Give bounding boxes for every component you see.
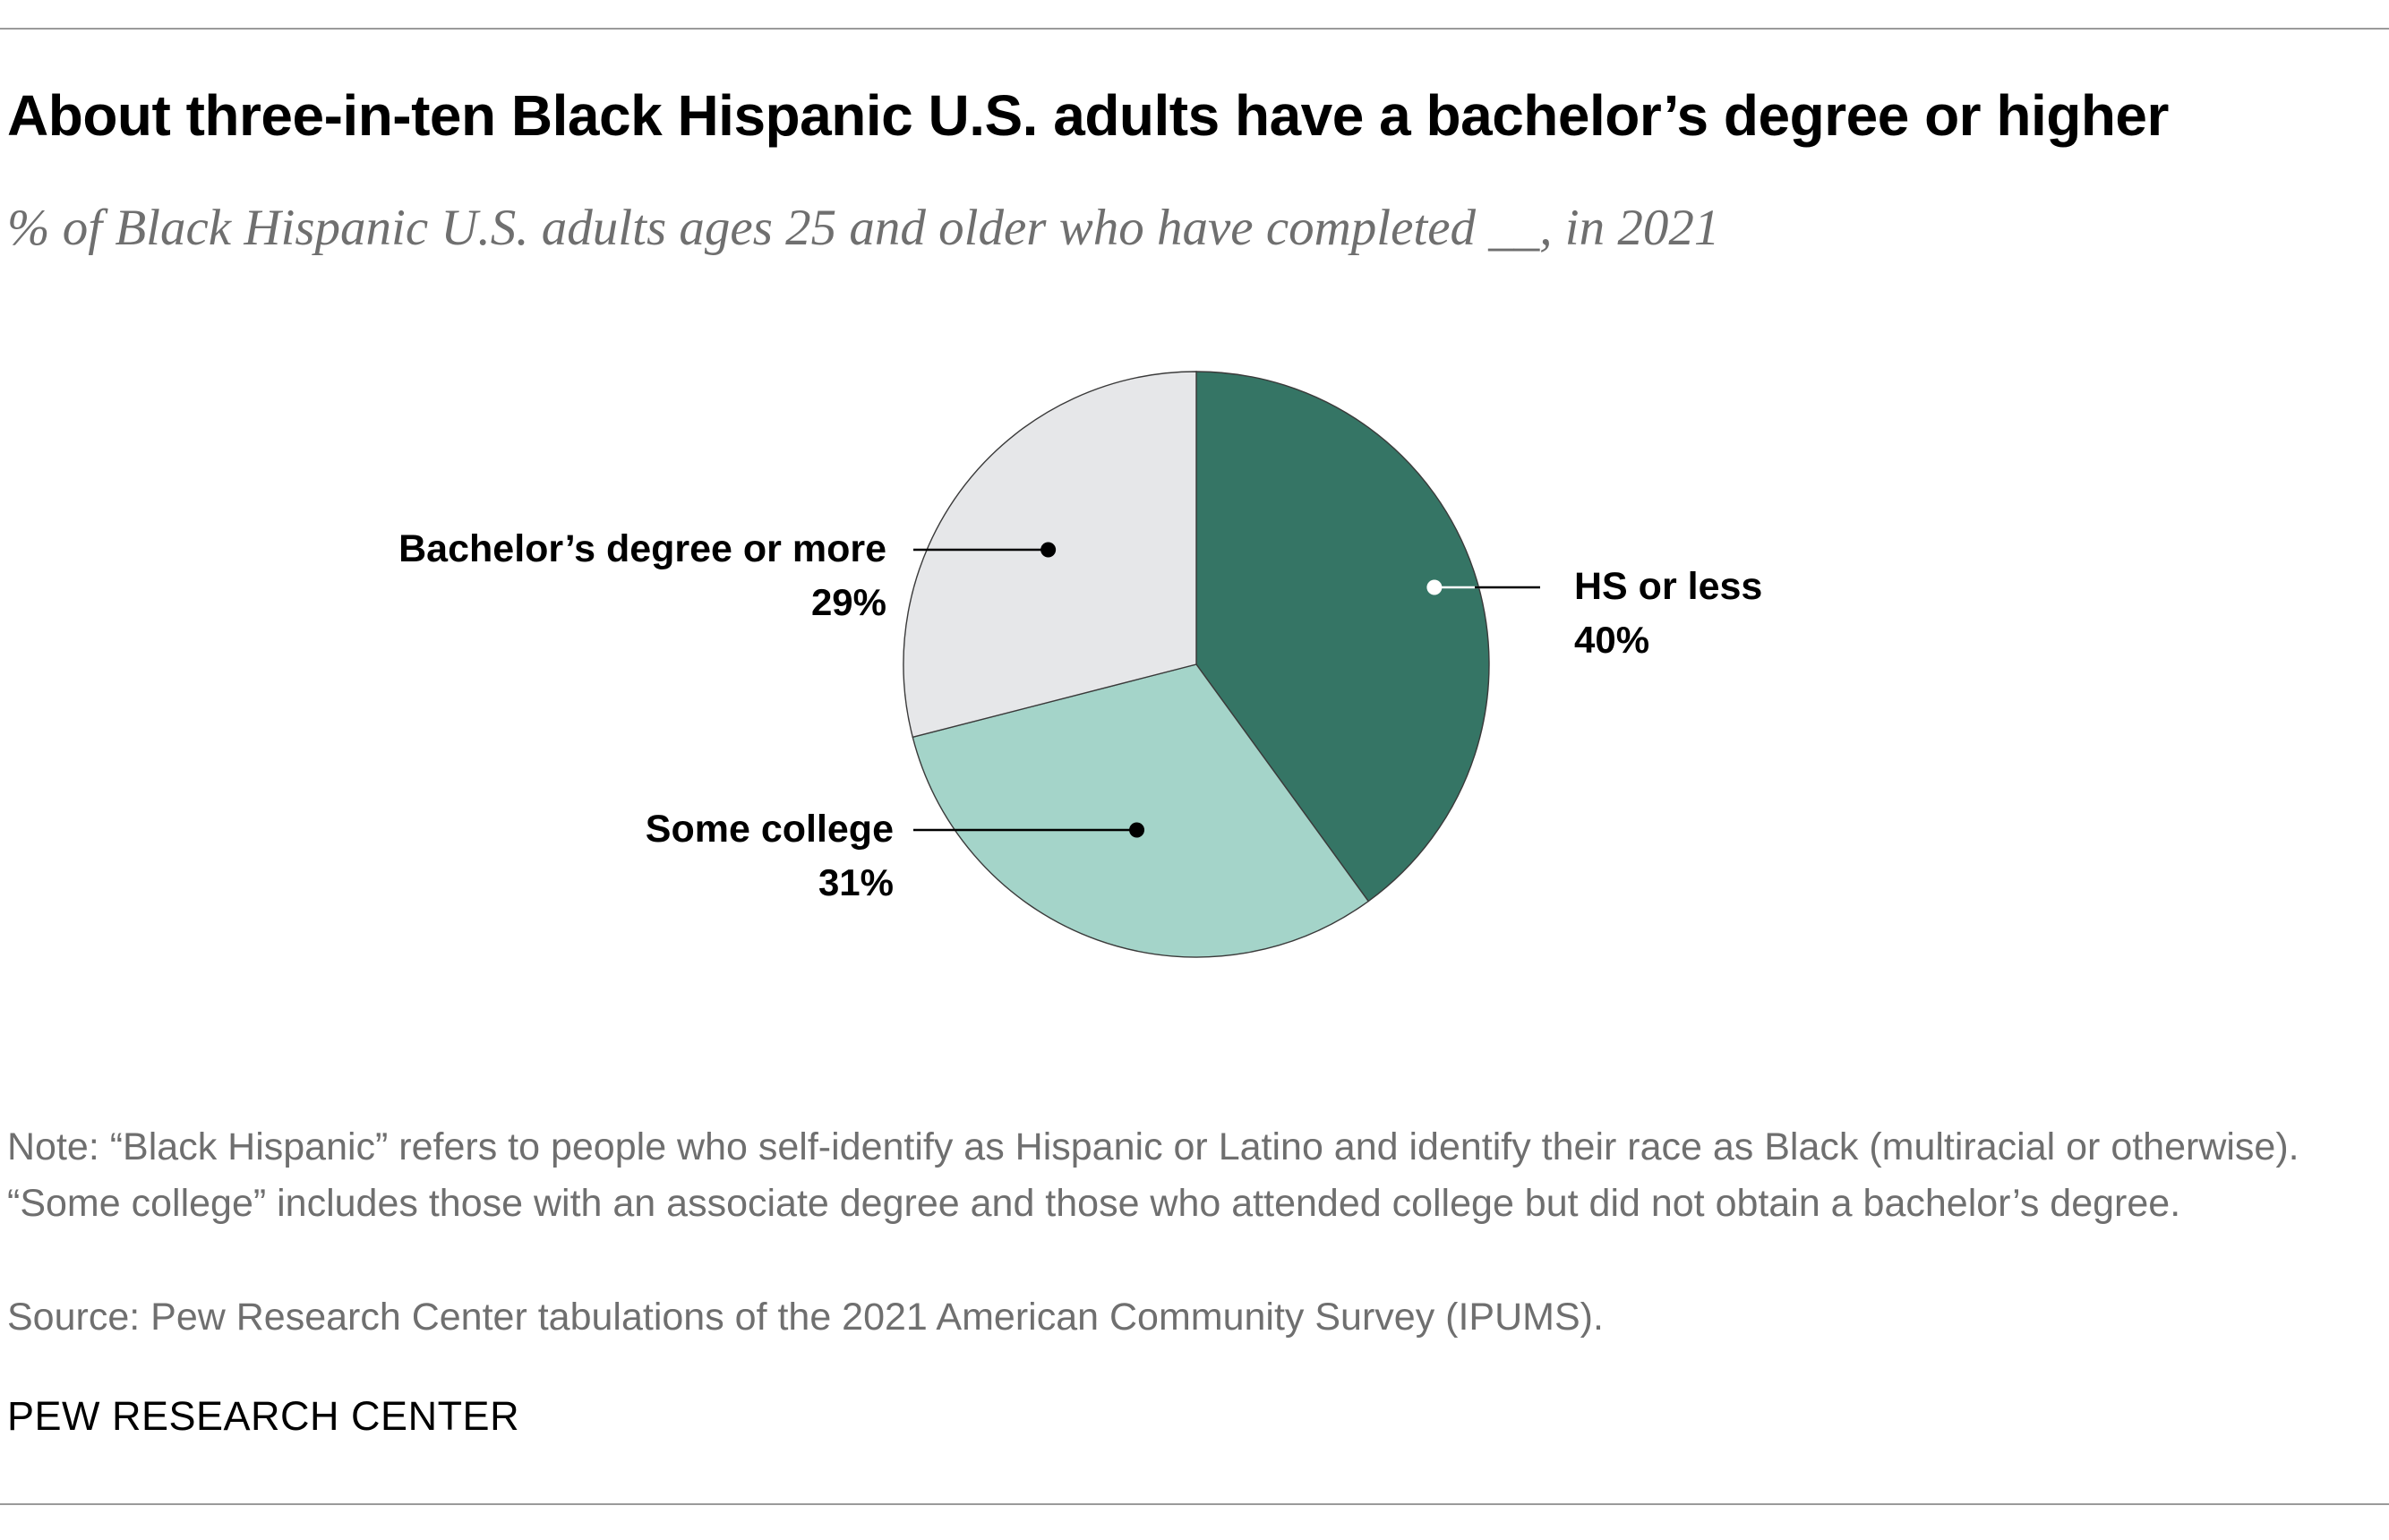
slice-label-some-college: Some college [646, 808, 894, 851]
note-text: Note: “Black Hispanic” refers to people … [7, 1119, 2362, 1232]
slice-value-hs-or-less: 40% [1574, 619, 1649, 661]
label-dot-hs-or-less [1426, 580, 1442, 595]
brand-logo-text: PEW RESEARCH CENTER [7, 1393, 519, 1440]
pie-chart: HS or less 40% Some college 31% Bachelor’s d… [0, 0, 2389, 1101]
slice-label-hs-or-less: HS or less [1574, 565, 1762, 608]
slice-value-bachelors-degree: 29% [811, 581, 886, 623]
slice-label-bachelors-degree: Bachelor’s degree or more [398, 527, 886, 570]
label-dot-bachelors-degree [1040, 543, 1056, 558]
label-dot-some-college [1129, 823, 1144, 838]
bottom-rule [0, 1503, 2389, 1505]
source-text: Source: Pew Research Center tabulations … [7, 1289, 1604, 1346]
slice-value-some-college: 31% [818, 861, 894, 903]
